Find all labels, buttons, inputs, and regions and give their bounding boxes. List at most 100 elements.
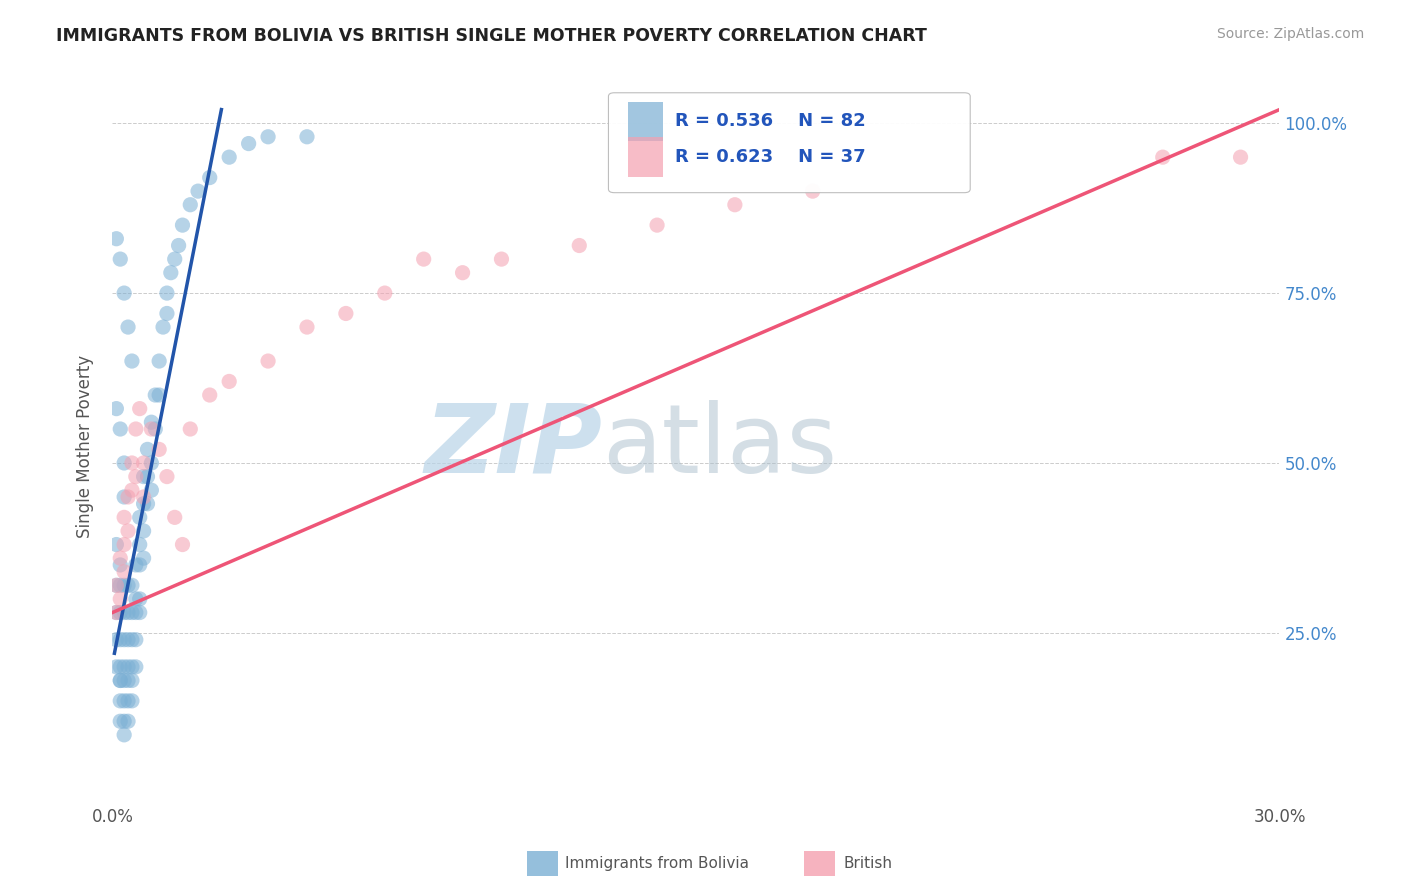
Text: Source: ZipAtlas.com: Source: ZipAtlas.com xyxy=(1216,27,1364,41)
Point xyxy=(218,375,240,389)
Point xyxy=(112,673,135,688)
Point xyxy=(121,483,143,498)
Point xyxy=(105,578,128,592)
Point xyxy=(179,422,201,436)
Y-axis label: Single Mother Poverty: Single Mother Poverty xyxy=(76,354,94,538)
Point xyxy=(110,252,132,266)
Point xyxy=(136,469,159,483)
Text: ZIP: ZIP xyxy=(425,400,603,492)
Point xyxy=(117,606,139,620)
Point xyxy=(645,218,668,232)
Point xyxy=(121,456,143,470)
Point xyxy=(156,469,179,483)
Point xyxy=(136,497,159,511)
Point xyxy=(128,558,150,572)
Point xyxy=(295,320,318,334)
Point xyxy=(110,673,132,688)
Point xyxy=(110,673,132,688)
Point xyxy=(172,537,194,551)
Point xyxy=(295,129,318,144)
Point xyxy=(132,456,155,470)
Point xyxy=(451,266,474,280)
Point xyxy=(110,591,132,606)
Point xyxy=(491,252,513,266)
Point xyxy=(121,606,143,620)
Point xyxy=(128,591,150,606)
Point xyxy=(112,537,135,551)
Point xyxy=(117,694,139,708)
Point xyxy=(132,497,155,511)
Point xyxy=(132,551,155,566)
Point xyxy=(125,422,148,436)
Point xyxy=(105,606,128,620)
Text: IMMIGRANTS FROM BOLIVIA VS BRITISH SINGLE MOTHER POVERTY CORRELATION CHART: IMMIGRANTS FROM BOLIVIA VS BRITISH SINGL… xyxy=(56,27,927,45)
Point xyxy=(110,422,132,436)
Point xyxy=(257,129,280,144)
Point xyxy=(218,150,240,164)
Point xyxy=(163,252,186,266)
Point xyxy=(110,714,132,729)
Text: R = 0.536    N = 82: R = 0.536 N = 82 xyxy=(675,112,866,130)
Point xyxy=(121,354,143,368)
Point xyxy=(724,198,747,212)
Point xyxy=(112,510,135,524)
Point xyxy=(160,266,183,280)
Point xyxy=(172,218,194,232)
Point xyxy=(801,184,824,198)
Point xyxy=(335,306,357,320)
Point xyxy=(198,170,221,185)
Point xyxy=(105,401,128,416)
Point xyxy=(117,320,139,334)
Point xyxy=(156,306,179,320)
Point xyxy=(112,286,135,301)
Text: atlas: atlas xyxy=(603,400,838,492)
Point xyxy=(121,673,143,688)
Point xyxy=(117,524,139,538)
Point xyxy=(125,660,148,674)
Point xyxy=(257,354,280,368)
Point xyxy=(143,388,166,402)
FancyBboxPatch shape xyxy=(609,93,970,193)
Bar xyxy=(628,137,664,177)
Point xyxy=(117,578,139,592)
Point xyxy=(112,490,135,504)
Point xyxy=(125,591,148,606)
Point xyxy=(128,401,150,416)
Point xyxy=(148,388,170,402)
Point xyxy=(105,632,128,647)
Text: Immigrants from Bolivia: Immigrants from Bolivia xyxy=(565,856,749,871)
Point xyxy=(112,728,135,742)
Point xyxy=(117,490,139,504)
Point xyxy=(110,694,132,708)
Point xyxy=(112,456,135,470)
Point xyxy=(152,320,174,334)
Point xyxy=(187,184,209,198)
Point xyxy=(112,578,135,592)
Point xyxy=(132,524,155,538)
Point xyxy=(121,694,143,708)
Point xyxy=(179,198,201,212)
Point xyxy=(112,714,135,729)
Text: R = 0.623    N = 37: R = 0.623 N = 37 xyxy=(675,148,866,166)
Point xyxy=(112,660,135,674)
Point xyxy=(143,422,166,436)
Point xyxy=(121,578,143,592)
Point xyxy=(125,558,148,572)
Point xyxy=(110,660,132,674)
Point xyxy=(128,510,150,524)
Text: British: British xyxy=(844,856,893,871)
Point xyxy=(121,632,143,647)
Point xyxy=(568,238,591,252)
Point xyxy=(112,565,135,579)
Point xyxy=(105,578,128,592)
Point xyxy=(156,286,179,301)
Point xyxy=(141,456,163,470)
Point xyxy=(163,510,186,524)
Point xyxy=(198,388,221,402)
Point xyxy=(110,606,132,620)
Point xyxy=(132,469,155,483)
Point xyxy=(110,558,132,572)
Point xyxy=(112,632,135,647)
Point xyxy=(412,252,434,266)
Point xyxy=(105,660,128,674)
